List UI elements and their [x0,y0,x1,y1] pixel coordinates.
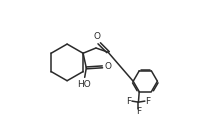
Text: F: F [126,97,131,106]
Text: F: F [136,106,141,116]
Text: HO: HO [77,80,91,89]
Text: O: O [104,62,111,71]
Text: O: O [94,32,101,41]
Text: F: F [146,97,151,106]
